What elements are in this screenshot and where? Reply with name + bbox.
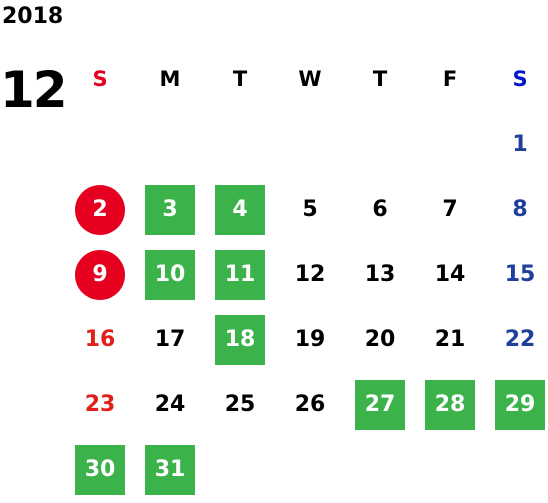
day-cell[interactable]: 5	[275, 177, 345, 242]
day-cell[interactable]: 15	[485, 242, 548, 307]
holiday-day-cell[interactable]: 3	[135, 177, 205, 242]
day-cell[interactable]: 1	[485, 112, 548, 177]
day-number: 6	[372, 196, 388, 222]
day-cell[interactable]: 13	[345, 242, 415, 307]
holiday-day-cell[interactable]: 31	[135, 437, 205, 502]
day-cell[interactable]: 22	[485, 307, 548, 372]
weekday-label: M	[159, 67, 181, 91]
day-cell[interactable]: 12	[275, 242, 345, 307]
day-number: 21	[434, 326, 466, 352]
day-cell[interactable]: 7	[415, 177, 485, 242]
holiday-day-cell[interactable]: 11	[205, 242, 275, 307]
day-number: 14	[434, 261, 466, 287]
day-number: 3	[145, 184, 195, 235]
day-number: 4	[215, 184, 265, 235]
day-cell[interactable]: 6	[345, 177, 415, 242]
day-cell[interactable]: 17	[135, 307, 205, 372]
sunday-holiday-day-cell[interactable]: 9	[65, 242, 135, 307]
holiday-day-cell[interactable]: 27	[345, 372, 415, 437]
weekday-label: T	[372, 67, 388, 91]
weekday-header: M	[135, 47, 205, 112]
day-number: 15	[504, 261, 536, 287]
day-number: 17	[154, 326, 186, 352]
sunday-holiday-day-cell[interactable]: 2	[65, 177, 135, 242]
weekday-label: T	[232, 67, 248, 91]
day-number: 20	[364, 326, 396, 352]
weekday-header: W	[275, 47, 345, 112]
weekday-label: W	[298, 67, 322, 91]
day-number: 11	[215, 249, 265, 300]
day-number: 9	[75, 249, 125, 300]
day-number: 1	[512, 131, 528, 157]
day-number: 12	[294, 261, 326, 287]
weekday-label: S	[92, 67, 108, 91]
weekday-label: S	[512, 67, 528, 91]
holiday-day-cell[interactable]: 18	[205, 307, 275, 372]
holiday-day-cell[interactable]: 10	[135, 242, 205, 307]
day-cell[interactable]: 20	[345, 307, 415, 372]
weekday-header: T	[205, 47, 275, 112]
holiday-day-cell[interactable]: 30	[65, 437, 135, 502]
day-number: 13	[364, 261, 396, 287]
day-number: 8	[512, 196, 528, 222]
day-cell[interactable]: 14	[415, 242, 485, 307]
weekday-header: T	[345, 47, 415, 112]
day-number: 25	[224, 391, 256, 417]
year-label: 2018	[2, 4, 64, 29]
holiday-day-cell[interactable]: 28	[415, 372, 485, 437]
day-cell[interactable]: 8	[485, 177, 548, 242]
day-cell[interactable]: 25	[205, 372, 275, 437]
holiday-day-cell[interactable]: 4	[205, 177, 275, 242]
day-number: 19	[294, 326, 326, 352]
weekday-header: F	[415, 47, 485, 112]
day-number: 22	[504, 326, 536, 352]
day-number: 31	[145, 444, 195, 495]
weekday-label: F	[442, 67, 458, 91]
day-number: 26	[294, 391, 326, 417]
day-number: 16	[84, 326, 116, 352]
weekday-header: S	[485, 47, 548, 112]
day-cell[interactable]: 19	[275, 307, 345, 372]
day-number: 10	[145, 249, 195, 300]
day-number: 27	[355, 379, 405, 430]
weekday-header: S	[65, 47, 135, 112]
day-number: 24	[154, 391, 186, 417]
day-number: 18	[215, 314, 265, 365]
day-number: 29	[495, 379, 545, 430]
day-number: 2	[75, 184, 125, 235]
day-cell[interactable]: 26	[275, 372, 345, 437]
day-number: 7	[442, 196, 458, 222]
day-cell[interactable]: 23	[65, 372, 135, 437]
month-number: 12	[0, 61, 68, 119]
day-cell[interactable]: 24	[135, 372, 205, 437]
day-number: 23	[84, 391, 116, 417]
calendar-grid: S M T W T F S 1 2 3 4 5 6 7 8 9 10 11 12 13 14 15 16 17 18 19 20 21…	[65, 47, 548, 502]
day-number: 28	[425, 379, 475, 430]
holiday-day-cell[interactable]: 29	[485, 372, 548, 437]
day-number: 30	[75, 444, 125, 495]
day-number: 5	[302, 196, 318, 222]
day-cell[interactable]: 21	[415, 307, 485, 372]
day-cell[interactable]: 16	[65, 307, 135, 372]
